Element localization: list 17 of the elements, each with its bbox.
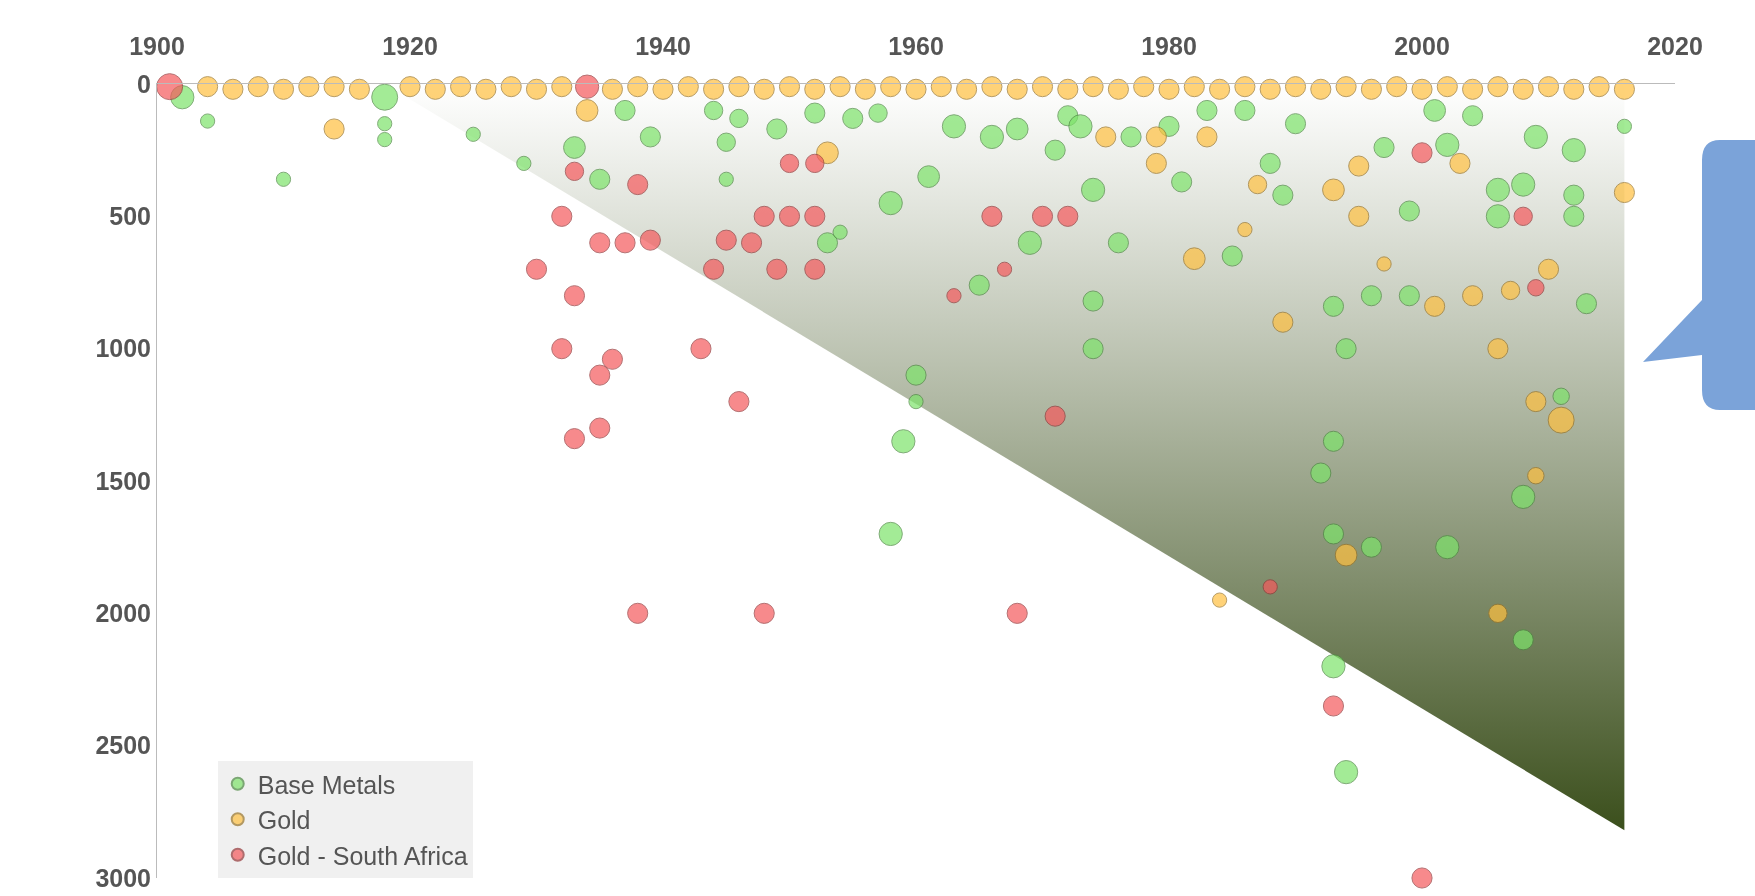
x-tick-label: 1940 bbox=[635, 32, 691, 60]
x-tick-label: 1900 bbox=[129, 32, 185, 60]
legend-label: Base Metals bbox=[257, 770, 396, 799]
y-tick-label: 3000 bbox=[95, 863, 151, 892]
x-tick-label: 2020 bbox=[1647, 32, 1703, 60]
legend-label: Gold - South Africa bbox=[257, 841, 468, 870]
y-tick-label: 2000 bbox=[95, 599, 151, 628]
x-tick-label: 1920 bbox=[382, 32, 438, 60]
x-tick-label: 2000 bbox=[1394, 32, 1450, 60]
legend-label: Gold bbox=[257, 806, 311, 834]
y-tick-label: 0 bbox=[137, 69, 151, 98]
x-tick-label: 1980 bbox=[1141, 32, 1197, 60]
x-tick-label: 1960 bbox=[888, 32, 944, 60]
y-tick-label: 2500 bbox=[95, 731, 151, 760]
y-tick-label: 1500 bbox=[95, 466, 151, 495]
y-tick-label: 1000 bbox=[95, 334, 151, 363]
y-tick-label: 500 bbox=[109, 202, 151, 231]
